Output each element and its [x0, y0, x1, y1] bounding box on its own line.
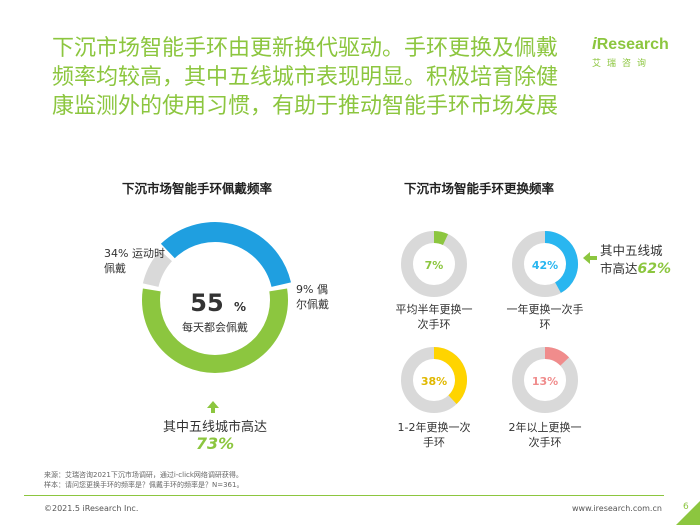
donut-slice-2: [160, 222, 291, 288]
up-arrow-icon: [207, 401, 219, 413]
donut-value-arc: [544, 347, 570, 366]
replacement-donut-1: 7%: [401, 231, 467, 297]
category-label-2: 一年更换一次手环: [506, 303, 584, 331]
label-occasional: 9% 偶尔佩戴: [296, 283, 329, 311]
donut-slice-1: [142, 288, 288, 373]
iresearch-logo: i Research 艾瑞咨询: [592, 34, 669, 82]
donut-slice-3: [142, 250, 173, 288]
center-unit: %: [234, 300, 246, 314]
center-value: 55: [190, 289, 223, 317]
replacement-donut-4: 13%: [512, 347, 578, 413]
donut-value: 42%: [532, 259, 558, 272]
donut-value-arc: [544, 231, 578, 293]
donut-value: 38%: [421, 375, 447, 388]
left-chart-title: 下沉市场智能手环佩戴频率: [122, 181, 273, 196]
category-label-1: 平均半年更换一次手环: [395, 303, 473, 331]
donut-value-arc: [433, 231, 449, 246]
left-callout-value: 73%: [195, 434, 235, 453]
footer-divider: [24, 495, 664, 496]
replacement-donut-2: 42%: [512, 231, 578, 297]
center-label: 每天都会佩戴: [182, 320, 248, 334]
donut-value: 7%: [425, 259, 444, 272]
left-arrow-icon: [583, 252, 597, 264]
right-chart-title: 下沉市场智能手环更换频率: [404, 181, 555, 196]
donut-value: 13%: [532, 375, 558, 388]
right-callout: 其中五线城市高达62%: [600, 242, 672, 278]
logo-brand: Research: [596, 36, 669, 53]
logo-subtitle: 艾瑞咨询: [592, 59, 653, 69]
category-label-3: 1-2年更换一次手环: [397, 421, 471, 449]
right-callout-text: 其中五线城市高达: [600, 243, 663, 276]
corner-decoration: [676, 501, 700, 525]
page-number: 6: [683, 502, 689, 512]
right-callout-value: 62%: [637, 261, 672, 277]
website-link[interactable]: www.iresearch.com.cn: [572, 504, 662, 513]
headline: 下沉市场智能手环由更新换代驱动。手环更换及佩戴频率均较高，其中五线城市表现明显。…: [52, 36, 559, 119]
logo-i: i: [592, 34, 597, 53]
replacement-donut-3: 38%: [401, 347, 467, 413]
wear-frequency-donut: 55 % 每天都会佩戴: [142, 222, 291, 373]
left-callout-text: 其中五线城市高达: [162, 420, 267, 435]
category-label-4: 2年以上更换一次手环: [508, 421, 582, 449]
label-sport: 34% 运动时佩戴: [104, 247, 165, 275]
footnote-source: 来源：艾瑞咨询2021下沉市场调研，通过i-click网络调研获得。: [44, 471, 243, 479]
footnote-sample: 样本：请问您更换手环的频率是？佩戴手环的频率是？N=361。: [44, 481, 244, 489]
donut-value-arc: [433, 347, 467, 405]
copyright: ©2021.5 iResearch Inc.: [44, 504, 139, 513]
